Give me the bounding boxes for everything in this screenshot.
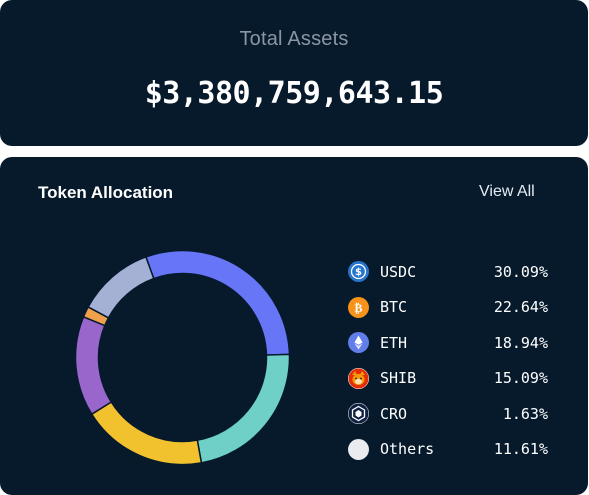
btc-icon: ₿ (348, 296, 369, 318)
section-title: Token Allocation (38, 183, 174, 202)
token-percent: 15.09% (493, 369, 548, 388)
token-symbol: CRO (380, 404, 408, 423)
svg-text:₿: ₿ (354, 301, 362, 315)
usdc-icon: $ (348, 261, 369, 283)
legend-item-btc[interactable]: ₿ BTC 22.64% (348, 290, 552, 326)
allocation-legend: $ USDC 30.09% ₿ BTC 22.64% ETH 1 (348, 254, 552, 467)
total-assets-value: $3,380,759,643.15 (144, 76, 444, 111)
donut-segment-shib[interactable] (74, 315, 113, 416)
token-allocation-card: Token Allocation View All $ USDC 30.09% … (0, 157, 588, 495)
donut-segment-usdc[interactable] (144, 249, 291, 356)
legend-item-cro[interactable]: CRO 1.63% (348, 396, 552, 432)
token-percent: 30.09% (493, 262, 548, 281)
legend-item-usdc[interactable]: $ USDC 30.09% (348, 254, 552, 290)
token-percent: 22.64% (493, 298, 548, 317)
donut-segment-btc[interactable] (196, 353, 291, 464)
token-percent: 11.61% (493, 440, 548, 459)
token-percent: 18.94% (493, 333, 548, 352)
legend-item-others[interactable]: Others 11.61% (348, 432, 552, 468)
eth-icon (348, 332, 369, 354)
cro-icon (348, 403, 369, 425)
legend-item-eth[interactable]: ETH 18.94% (348, 325, 552, 361)
view-all-link[interactable]: View All (479, 183, 535, 200)
donut-segment-eth[interactable] (90, 400, 203, 466)
token-symbol: USDC (380, 262, 417, 281)
donut-segment-others[interactable] (87, 255, 155, 319)
token-symbol: ETH (380, 333, 408, 352)
svg-text:$: $ (355, 267, 362, 278)
token-symbol: Others (380, 440, 435, 459)
token-symbol: BTC (380, 298, 408, 317)
token-percent: 1.63% (502, 404, 548, 423)
total-assets-card: Total Assets $3,380,759,643.15 (0, 0, 588, 146)
allocation-donut-chart (74, 249, 291, 466)
others-icon (348, 438, 369, 460)
legend-item-shib[interactable]: SHIB 15.09% (348, 361, 552, 397)
token-symbol: SHIB (380, 369, 417, 388)
total-assets-label: Total Assets (239, 28, 349, 50)
shib-icon (348, 367, 369, 389)
